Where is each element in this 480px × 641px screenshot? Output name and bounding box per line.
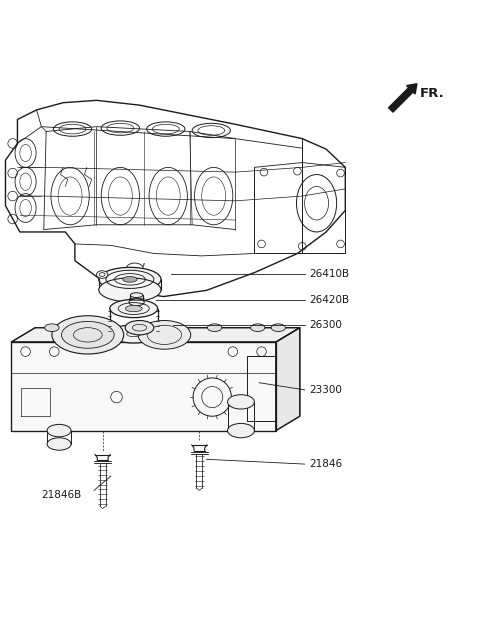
Text: 26300: 26300: [310, 320, 342, 330]
Ellipse shape: [131, 293, 143, 297]
Ellipse shape: [138, 320, 191, 349]
Ellipse shape: [45, 324, 59, 331]
Text: 23300: 23300: [310, 385, 342, 395]
Ellipse shape: [52, 316, 124, 354]
Polygon shape: [276, 328, 300, 431]
Text: 26410B: 26410B: [310, 269, 349, 279]
Ellipse shape: [110, 325, 157, 343]
FancyArrow shape: [389, 84, 417, 112]
Ellipse shape: [96, 271, 108, 278]
Ellipse shape: [129, 299, 144, 306]
Ellipse shape: [228, 424, 254, 438]
Ellipse shape: [123, 276, 137, 282]
Ellipse shape: [271, 324, 286, 331]
Ellipse shape: [207, 324, 222, 331]
Text: FR.: FR.: [420, 87, 444, 99]
Text: 21846B: 21846B: [41, 490, 82, 500]
Ellipse shape: [99, 267, 161, 291]
Ellipse shape: [251, 324, 265, 331]
Polygon shape: [11, 342, 276, 431]
Ellipse shape: [110, 299, 157, 318]
Ellipse shape: [61, 321, 114, 348]
Ellipse shape: [47, 438, 71, 450]
Ellipse shape: [99, 278, 161, 302]
Ellipse shape: [125, 320, 154, 335]
Polygon shape: [11, 328, 300, 342]
Ellipse shape: [131, 324, 145, 331]
Ellipse shape: [228, 395, 254, 409]
Ellipse shape: [125, 305, 142, 312]
Text: 26420B: 26420B: [310, 295, 349, 305]
Ellipse shape: [47, 424, 71, 437]
Text: 21846: 21846: [310, 459, 343, 469]
